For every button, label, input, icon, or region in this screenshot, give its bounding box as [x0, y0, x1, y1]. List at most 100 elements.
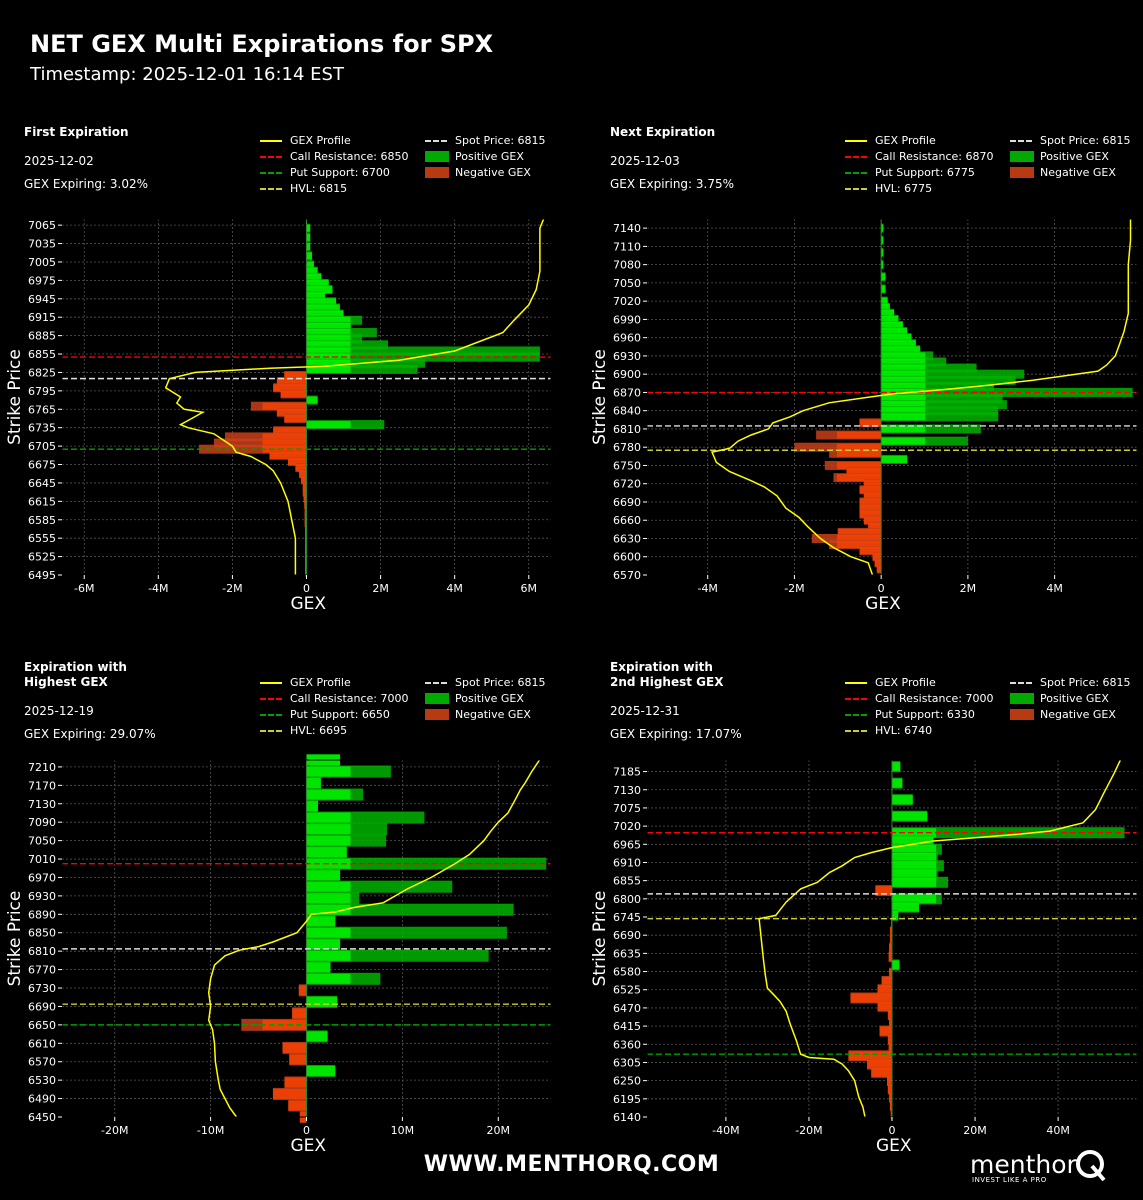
bars	[848, 761, 1125, 1120]
gex-bar-core	[262, 1019, 307, 1030]
positive-gex-bar	[306, 869, 341, 882]
gex-expiring: GEX Expiring: 3.02%	[24, 177, 149, 191]
gex-bar-core	[892, 902, 919, 912]
gex-bar-core	[881, 340, 916, 348]
y-tick-label: 7075	[613, 802, 641, 815]
gex-bar-core	[867, 1059, 892, 1069]
legend-label: Spot Price: 6815	[1040, 134, 1131, 147]
negative-gex-bar	[859, 503, 882, 513]
footer-url[interactable]: WWW.MENTHORQ.COM	[423, 1152, 720, 1177]
panel-header: Next Expiration 2025-12-03 GEX Expiring: 3…	[610, 125, 734, 192]
gex-bar-core	[306, 893, 351, 904]
legend-label: Positive GEX	[455, 150, 524, 163]
gex-bar-core	[292, 1008, 307, 1019]
positive-gex-bar	[881, 345, 921, 355]
positive-gex-bar	[892, 852, 938, 864]
negative-gex-bar	[305, 549, 307, 559]
gex-bar-core	[892, 762, 901, 772]
gex-bar-core	[306, 341, 351, 349]
gex-bar-core	[863, 480, 882, 488]
gex-bar-core	[288, 1100, 307, 1111]
y-tick-label: 7050	[613, 277, 641, 290]
positive-gex-bar	[881, 381, 994, 391]
negative-gex-bar	[292, 1007, 307, 1020]
gex-bar-core	[881, 370, 926, 378]
gex-bar-core	[305, 550, 307, 558]
x-tick-label: 0	[303, 582, 310, 595]
positive-gex-bar	[306, 285, 333, 295]
negative-gex-bar	[241, 1018, 307, 1031]
gex-bar-core	[305, 531, 307, 539]
y-tick-label: 7140	[613, 222, 641, 235]
legend-label: Call Resistance: 7000	[875, 692, 994, 705]
gex-bar-core	[881, 407, 926, 415]
panel-date: 2025-12-02	[24, 154, 94, 168]
positive-gex-bar	[306, 260, 314, 270]
negative-gex-bar	[287, 456, 307, 466]
gex-bar-core	[269, 451, 307, 459]
positive-gex-bar	[306, 915, 336, 928]
gex-bar-core	[879, 1026, 892, 1036]
gex-bar-core	[306, 267, 318, 275]
x-tick-label: -20M	[101, 1124, 128, 1137]
negative-gex-bar	[850, 992, 892, 1004]
y-tick-label: 6930	[28, 890, 56, 903]
negative-gex-bar	[276, 377, 307, 387]
positive-gex-bar	[306, 1030, 328, 1043]
positive-gex-bar	[306, 364, 418, 374]
x-tick-label: 40M	[1046, 1124, 1070, 1137]
gex-profile-line	[207, 759, 541, 1118]
positive-gex-bar	[306, 857, 547, 870]
gex-bar-core	[306, 304, 340, 312]
negative-gex-bar	[872, 552, 882, 562]
negative-gex-bar	[829, 540, 882, 550]
gex-bar-core	[863, 492, 882, 500]
negative-gex-bar	[284, 371, 307, 381]
positive-gex-bar	[306, 1064, 336, 1077]
gex-bar-core	[881, 273, 886, 281]
gex-bar-core	[887, 1076, 892, 1086]
gex-bar-core	[306, 224, 311, 232]
gex-bar-core	[306, 322, 351, 330]
positive-gex-bar	[306, 272, 322, 282]
legend-swatch	[425, 709, 449, 720]
gex-bar-core	[299, 1112, 307, 1122]
y-tick-label: 6570	[613, 569, 641, 582]
gex-bar-core	[881, 297, 888, 305]
negative-gex-bar	[888, 951, 892, 963]
positive-gex-bar	[306, 754, 341, 766]
gex-bar-core	[306, 396, 318, 404]
gex-bar-core	[280, 390, 307, 398]
y-axis-label: Strike Price	[5, 349, 25, 445]
gex-bar-core	[881, 413, 926, 421]
y-tick-label: 7005	[28, 256, 56, 269]
negative-gex-bar	[848, 1050, 892, 1062]
negative-gex-bar	[887, 1083, 892, 1095]
gex-bar-core	[837, 449, 882, 457]
positive-gex-bar	[306, 880, 453, 893]
gex-bar-core	[306, 766, 351, 777]
y-tick-label: 6945	[28, 293, 56, 306]
gex-bar-core	[305, 543, 307, 551]
gex-bar-core	[888, 952, 892, 962]
x-tick-label: -10M	[197, 1124, 224, 1137]
x-axis-label: GEX	[291, 594, 327, 614]
gex-bar-core	[859, 504, 882, 512]
gex-bar-core	[846, 468, 882, 476]
y-tick-label: 6915	[28, 311, 56, 324]
positive-gex-bar	[881, 351, 934, 361]
y-tick-label: 6850	[28, 927, 56, 940]
plot-frame	[646, 759, 1138, 1118]
gex-bar-core	[306, 755, 341, 765]
bars	[241, 754, 547, 1123]
gex-bar-core	[306, 279, 329, 287]
gex-bar-core	[305, 562, 307, 570]
negative-gex-bar	[304, 518, 307, 528]
y-tick-label: 7035	[28, 238, 56, 251]
y-tick-label: 6360	[613, 1038, 641, 1051]
gex-bar-core	[272, 1088, 307, 1099]
negative-gex-bar	[879, 1025, 892, 1037]
gex-bar-core	[306, 1065, 336, 1076]
legend-swatch	[425, 140, 447, 142]
y-tick-label: 6930	[613, 350, 641, 363]
